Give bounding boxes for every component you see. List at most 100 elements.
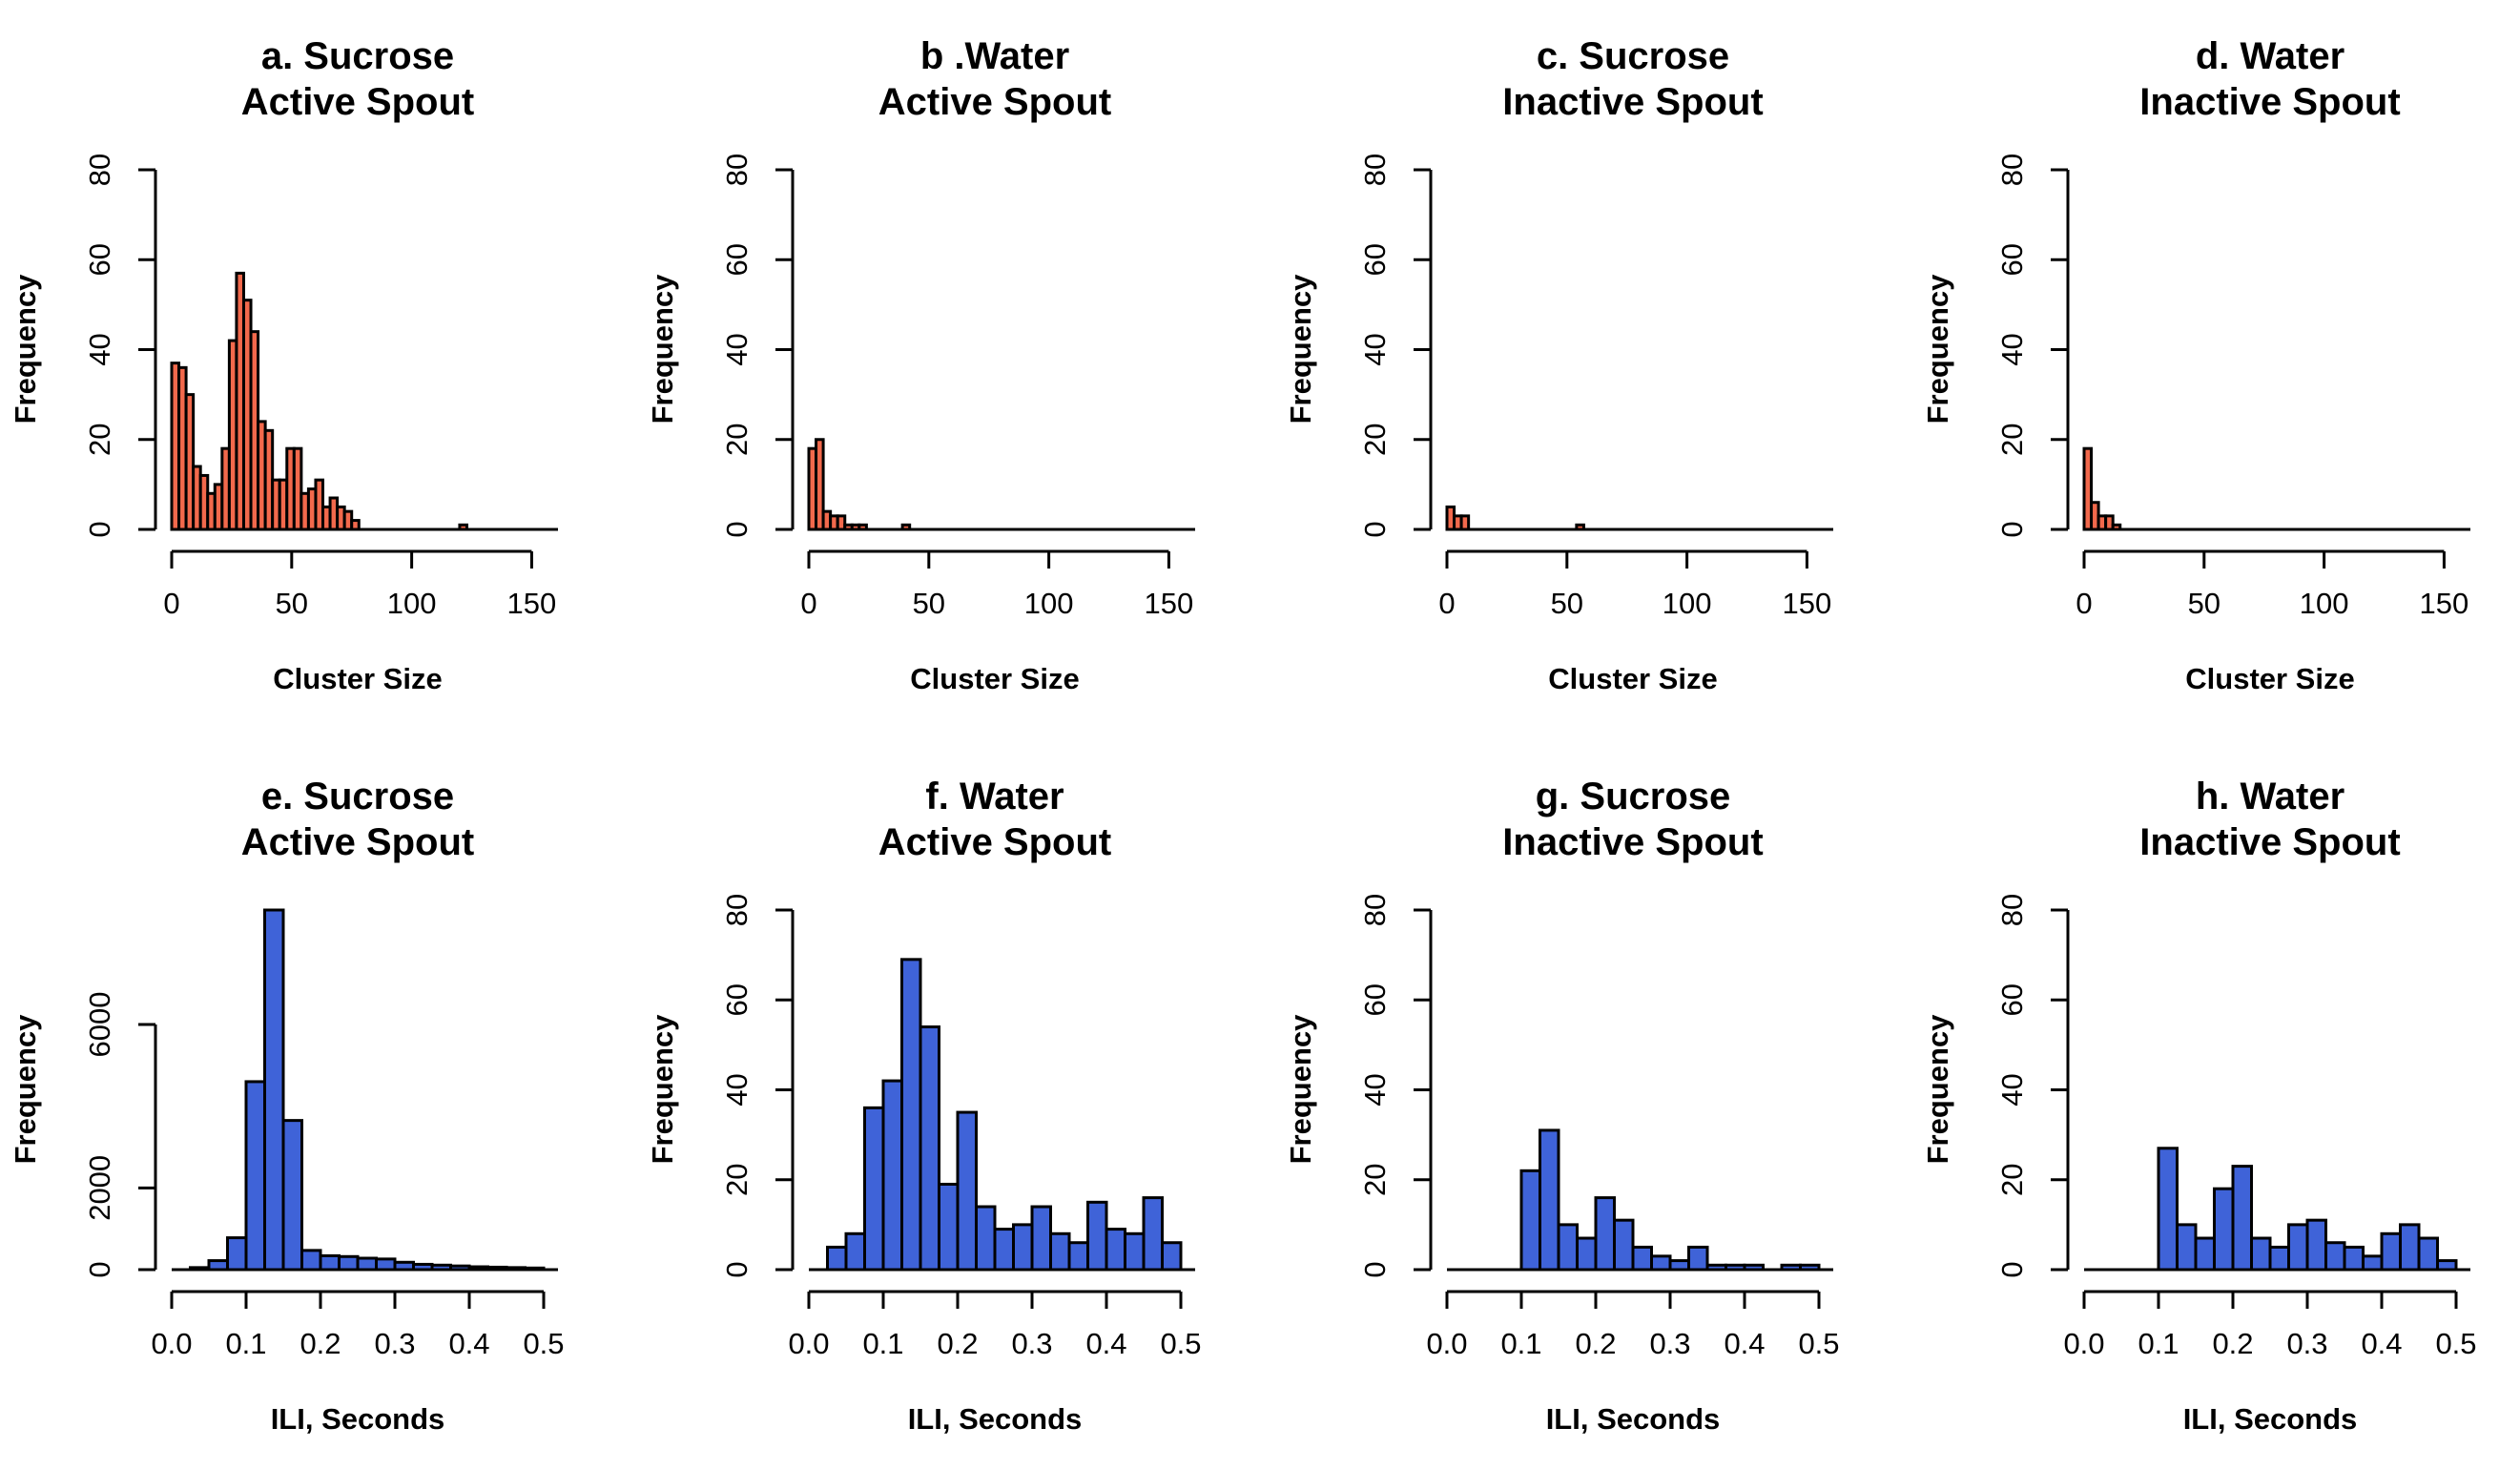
x-tick-label: 100 (2300, 587, 2349, 620)
y-tick-label: 40 (1358, 1073, 1392, 1106)
x-tick-label: 0.5 (1798, 1327, 1839, 1360)
panel-title: c. Sucrose (1537, 35, 1729, 77)
panel-title: h. Water (2196, 776, 2344, 817)
histogram-bar (1049, 1231, 1071, 1272)
histogram-bar (319, 1253, 341, 1272)
y-tick-label: 60 (1995, 243, 2029, 276)
histogram-bar (1687, 1245, 1709, 1272)
histogram-bar (2176, 1223, 2198, 1272)
x-axis-label: ILI, Seconds (908, 1402, 1083, 1436)
histogram-bar (919, 1025, 940, 1272)
histogram-bar (281, 1119, 303, 1272)
histogram-bar (2399, 1223, 2421, 1272)
histogram-bar (2417, 1236, 2439, 1272)
histogram-bar (2157, 1147, 2179, 1272)
y-tick-label: 0 (83, 521, 116, 537)
x-tick-label: 0.3 (2286, 1327, 2327, 1360)
y-tick-label: 6000 (83, 991, 116, 1057)
y-tick-label: 80 (83, 154, 116, 186)
x-tick-label: 0 (163, 587, 179, 620)
y-tick-label: 60 (1358, 243, 1392, 276)
histogram-bar (1030, 1205, 1052, 1272)
histogram-bar (1142, 1196, 1164, 1272)
y-tick-label: 0 (83, 1261, 116, 1277)
y-tick-label: 80 (1358, 894, 1392, 926)
y-axis-label: Frequency (1284, 274, 1317, 424)
y-tick-label: 60 (83, 243, 116, 276)
histogram-bar (2305, 1218, 2327, 1272)
panel-subtitle: Inactive Spout (1502, 821, 1763, 863)
y-axis-label: Frequency (9, 1014, 42, 1165)
y-tick-label: 60 (720, 243, 754, 276)
x-tick-label: 150 (1783, 587, 1832, 620)
panel-title: g. Sucrose (1536, 776, 1731, 817)
y-tick-label: 0 (1995, 1261, 2029, 1277)
histogram-bar (956, 1110, 978, 1272)
x-axis-label: Cluster Size (1548, 662, 1717, 695)
x-tick-label: 50 (913, 587, 945, 620)
bars (189, 908, 546, 1272)
panel-title: b .Water (920, 35, 1069, 77)
y-tick-label: 40 (1358, 333, 1392, 365)
panel-title: a. Sucrose (261, 35, 454, 77)
x-tick-label: 0.1 (2138, 1327, 2179, 1360)
y-axis-label: Frequency (646, 1014, 679, 1165)
y-tick-label: 20 (1995, 424, 2029, 456)
histogram-bar (2324, 1241, 2346, 1272)
y-axis-label: Frequency (1921, 274, 1954, 424)
panel-title: f. Water (925, 776, 1064, 817)
histogram-bar (2231, 1165, 2253, 1272)
x-tick-label: 0.2 (2212, 1327, 2253, 1360)
histogram-bar (375, 1257, 397, 1272)
panel-subtitle: Active Spout (878, 81, 1111, 123)
y-tick-label: 60 (1358, 983, 1392, 1016)
histogram-bar (1576, 1236, 1598, 1272)
x-tick-label: 0.2 (300, 1327, 341, 1360)
histogram-bar (881, 1079, 903, 1272)
y-tick-label: 40 (720, 1073, 754, 1106)
x-tick-label: 50 (1551, 587, 1583, 620)
y-axis-label: Frequency (646, 274, 679, 424)
x-tick-label: 0.3 (1649, 1327, 1690, 1360)
y-axis-label: Frequency (9, 274, 42, 424)
histogram-bar (1519, 1169, 1541, 1272)
bars (2082, 446, 2122, 531)
y-tick-label: 60 (1995, 983, 2029, 1016)
y-tick-label: 0 (720, 521, 754, 537)
histogram-bar (2343, 1245, 2365, 1272)
histogram-bar (2268, 1245, 2290, 1272)
x-tick-label: 0.0 (2063, 1327, 2104, 1360)
histogram-bar (263, 908, 285, 1272)
histogram-bar (844, 1231, 866, 1272)
bars (170, 271, 468, 531)
histogram-bar (863, 1106, 885, 1272)
x-tick-label: 0 (800, 587, 816, 620)
y-tick-label: 80 (720, 894, 754, 926)
x-tick-label: 0.4 (2361, 1327, 2402, 1360)
histogram-bar (1459, 514, 1471, 531)
y-tick-label: 20 (720, 1164, 754, 1196)
bars (807, 438, 912, 531)
y-tick-label: 80 (1995, 894, 2029, 926)
x-tick-label: 50 (2188, 587, 2220, 620)
panel-subtitle: Inactive Spout (2139, 821, 2400, 863)
histogram-bar (826, 1245, 848, 1272)
y-tick-label: 40 (83, 333, 116, 365)
y-tick-label: 20 (1358, 1164, 1392, 1196)
histogram-bar (2287, 1223, 2309, 1272)
bars (1519, 1128, 1821, 1272)
y-tick-label: 40 (1995, 333, 2029, 365)
x-axis-label: Cluster Size (910, 662, 1079, 695)
x-axis-label: ILI, Seconds (1546, 1402, 1721, 1436)
histogram-bar (938, 1182, 960, 1272)
y-axis-label: Frequency (1921, 1014, 1954, 1165)
x-tick-label: 0.0 (788, 1327, 829, 1360)
bars (826, 958, 1183, 1272)
histogram-bar (2194, 1236, 2216, 1272)
x-tick-label: 100 (1024, 587, 1074, 620)
